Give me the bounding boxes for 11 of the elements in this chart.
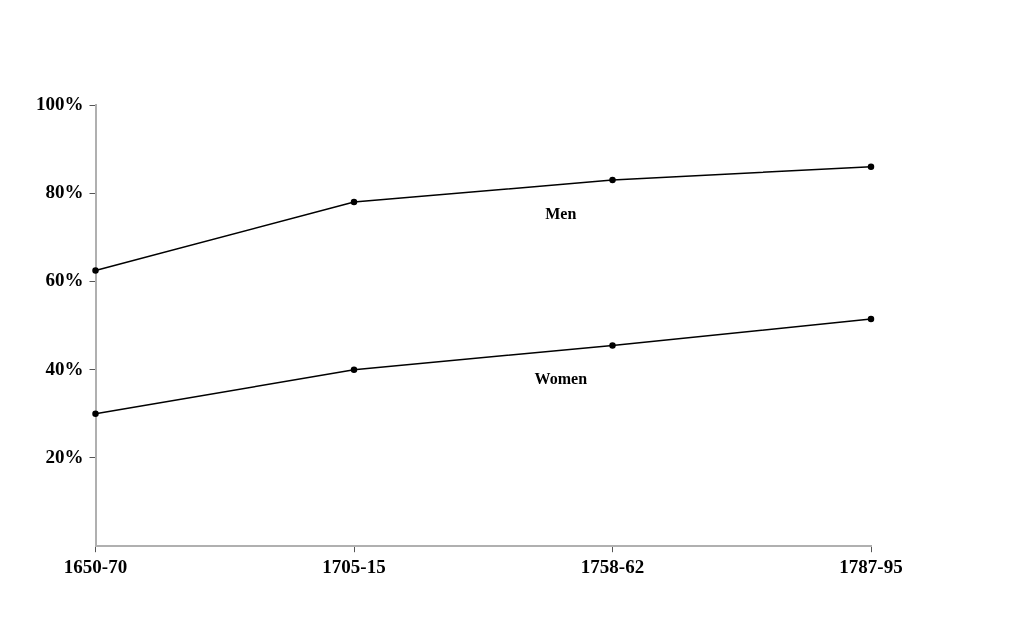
x-tick-label: 1650-70 [63,555,128,577]
x-tick-label: 1787-95 [839,555,903,577]
x-tick-label: 1705-15 [322,555,386,577]
x-tick-label: 1758-62 [580,555,645,577]
series-label: Men [545,204,577,222]
y-tick-label: 20% [45,445,84,467]
y-tick-label: 40% [45,357,84,379]
y-tick-label: 100% [36,92,84,114]
y-tick-label: 80% [45,181,84,203]
y-tick-label: 60% [45,269,84,291]
series-label: Women [534,370,588,388]
